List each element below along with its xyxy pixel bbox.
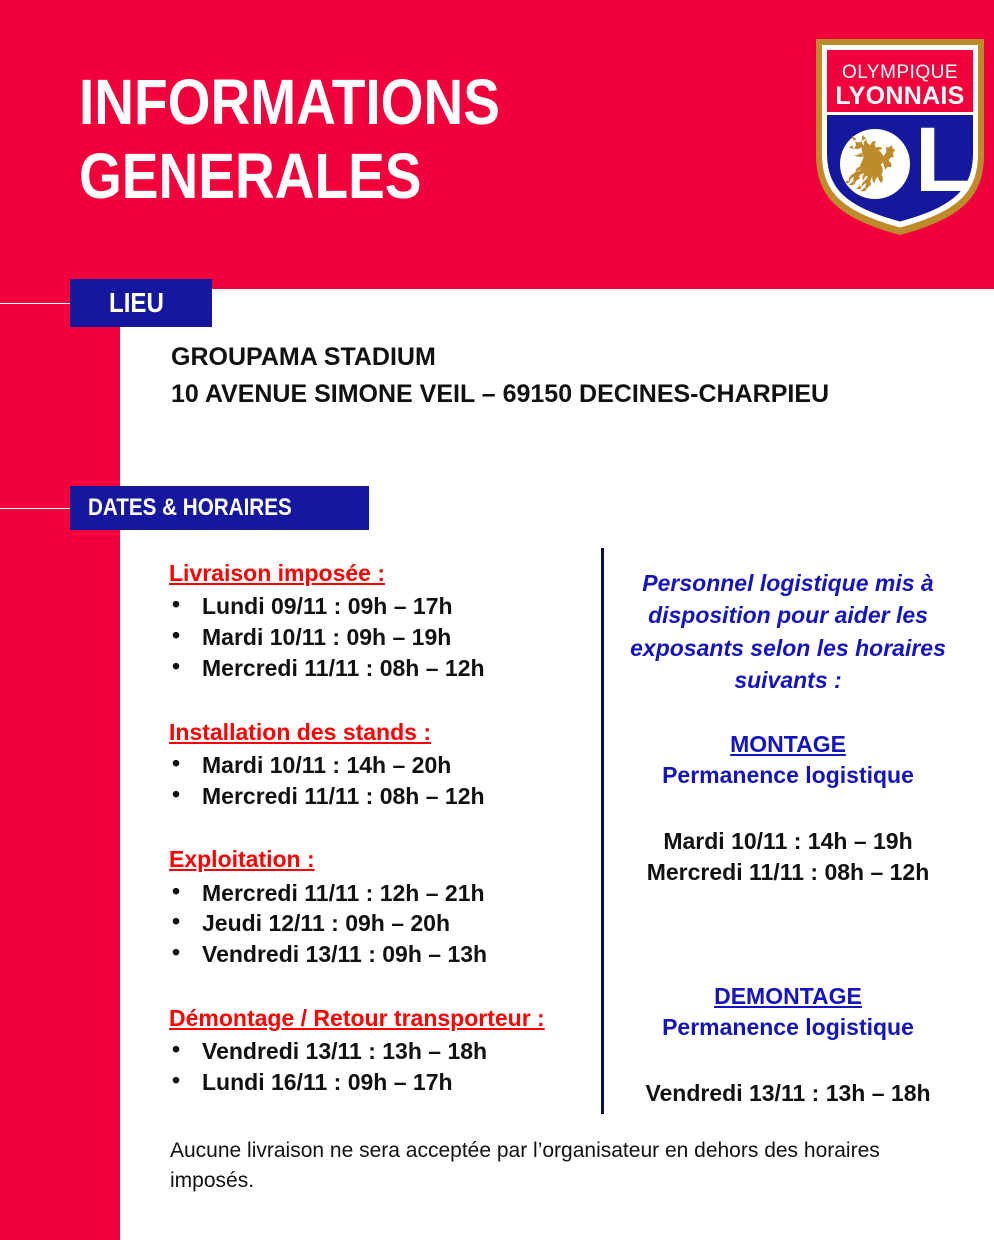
svg-text:L: L xyxy=(915,109,971,211)
svg-text:LYONNAIS: LYONNAIS xyxy=(835,82,964,110)
svg-text:OLYMPIQUE: OLYMPIQUE xyxy=(842,62,958,83)
